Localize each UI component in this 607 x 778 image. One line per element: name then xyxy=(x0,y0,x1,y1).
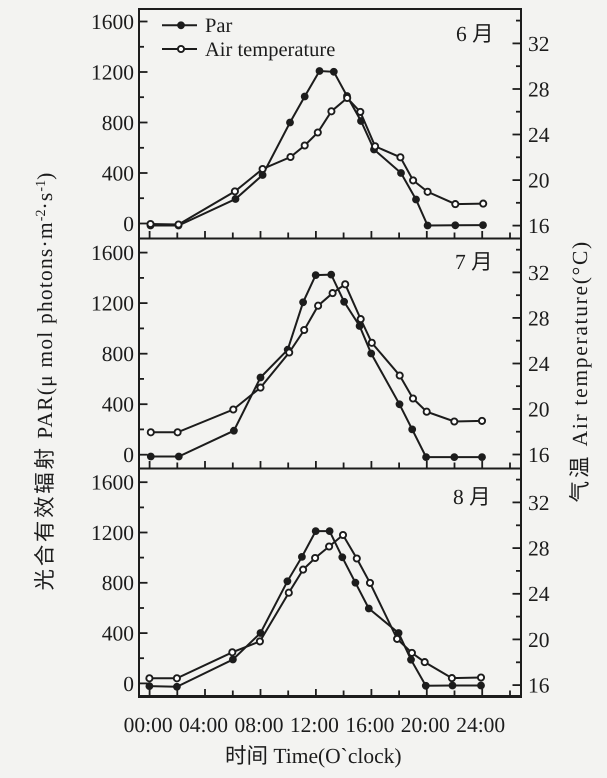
svg-text:16: 16 xyxy=(528,214,550,238)
svg-text:1200: 1200 xyxy=(91,60,134,84)
svg-text:28: 28 xyxy=(528,537,550,561)
svg-text:6 月: 6 月 xyxy=(456,22,494,46)
svg-text:20: 20 xyxy=(528,397,550,421)
svg-text:16: 16 xyxy=(528,443,550,467)
svg-text:8 月: 8 月 xyxy=(453,485,491,509)
svg-text:08:00: 08:00 xyxy=(235,713,284,737)
svg-text:400: 400 xyxy=(102,161,134,185)
svg-text:28: 28 xyxy=(528,77,550,101)
svg-text:16:00: 16:00 xyxy=(345,713,394,737)
svg-text:气温 Air temperature(°C): 气温 Air temperature(°C) xyxy=(568,240,592,502)
svg-text:12:00: 12:00 xyxy=(290,713,339,737)
svg-text:0: 0 xyxy=(123,212,134,236)
svg-text:32: 32 xyxy=(528,261,550,285)
svg-text:04:00: 04:00 xyxy=(179,713,228,737)
svg-text:7 月: 7 月 xyxy=(455,250,493,274)
svg-text:32: 32 xyxy=(528,491,550,515)
svg-text:Air temperature: Air temperature xyxy=(205,39,335,61)
svg-text:1600: 1600 xyxy=(91,10,134,34)
svg-text:光合有效辐射 PAR(μ mol photons·m-2·s: 光合有效辐射 PAR(μ mol photons·m-2·s-1) xyxy=(33,173,57,591)
svg-text:800: 800 xyxy=(102,111,134,135)
svg-text:20: 20 xyxy=(528,628,550,652)
svg-text:1600: 1600 xyxy=(91,241,134,265)
svg-text:24:00: 24:00 xyxy=(456,713,505,737)
svg-text:Par: Par xyxy=(205,15,233,37)
svg-text:1200: 1200 xyxy=(91,292,134,316)
svg-text:20: 20 xyxy=(528,169,550,193)
svg-text:16: 16 xyxy=(528,674,550,698)
svg-text:32: 32 xyxy=(528,32,550,56)
svg-text:时间 Time(O`clock): 时间 Time(O`clock) xyxy=(225,744,402,768)
svg-text:400: 400 xyxy=(102,393,134,417)
svg-text:1200: 1200 xyxy=(91,521,134,545)
svg-text:0: 0 xyxy=(123,672,134,696)
svg-text:0: 0 xyxy=(123,443,134,467)
svg-text:24: 24 xyxy=(528,123,550,147)
svg-text:800: 800 xyxy=(102,571,134,595)
svg-text:20:00: 20:00 xyxy=(401,713,450,737)
svg-text:400: 400 xyxy=(102,622,134,646)
svg-text:00:00: 00:00 xyxy=(124,713,173,737)
svg-text:800: 800 xyxy=(102,342,134,366)
svg-text:1600: 1600 xyxy=(91,471,134,495)
svg-text:24: 24 xyxy=(528,352,550,376)
svg-text:24: 24 xyxy=(528,582,550,606)
svg-text:28: 28 xyxy=(528,306,550,330)
